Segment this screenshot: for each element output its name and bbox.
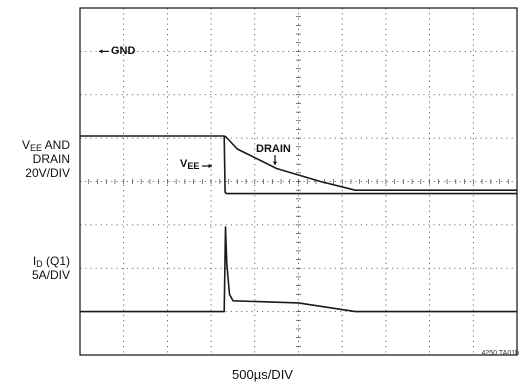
figure-id: 4250 TA01b <box>482 350 520 357</box>
channel-1-line2: DRAIN <box>33 152 70 166</box>
annotation-arrows <box>99 49 277 168</box>
gnd-arrow-head <box>99 49 102 53</box>
channel-1-scale: 20V/DIV <box>25 166 70 180</box>
drain-label: DRAIN <box>256 143 291 155</box>
channel-1-label: VEE AND DRAIN 20V/DIV <box>22 138 70 180</box>
gnd-label: GND <box>111 45 135 57</box>
vee-label: VEE <box>180 158 199 170</box>
channel-2-label: ID (Q1) 5A/DIV <box>32 254 70 282</box>
channel-1-name: VEE AND <box>22 138 70 152</box>
trace-i-d <box>80 227 517 312</box>
gnd-annotation: GND <box>111 44 135 58</box>
x-axis-label: 500µs/DIV <box>0 367 525 382</box>
drain-arrow-head <box>273 162 277 165</box>
channel-2-scale: 5A/DIV <box>32 268 70 282</box>
drain-annotation: DRAIN <box>256 142 291 156</box>
channel-2-name: ID (Q1) <box>33 254 70 268</box>
vee-annotation: VEE <box>180 157 199 171</box>
